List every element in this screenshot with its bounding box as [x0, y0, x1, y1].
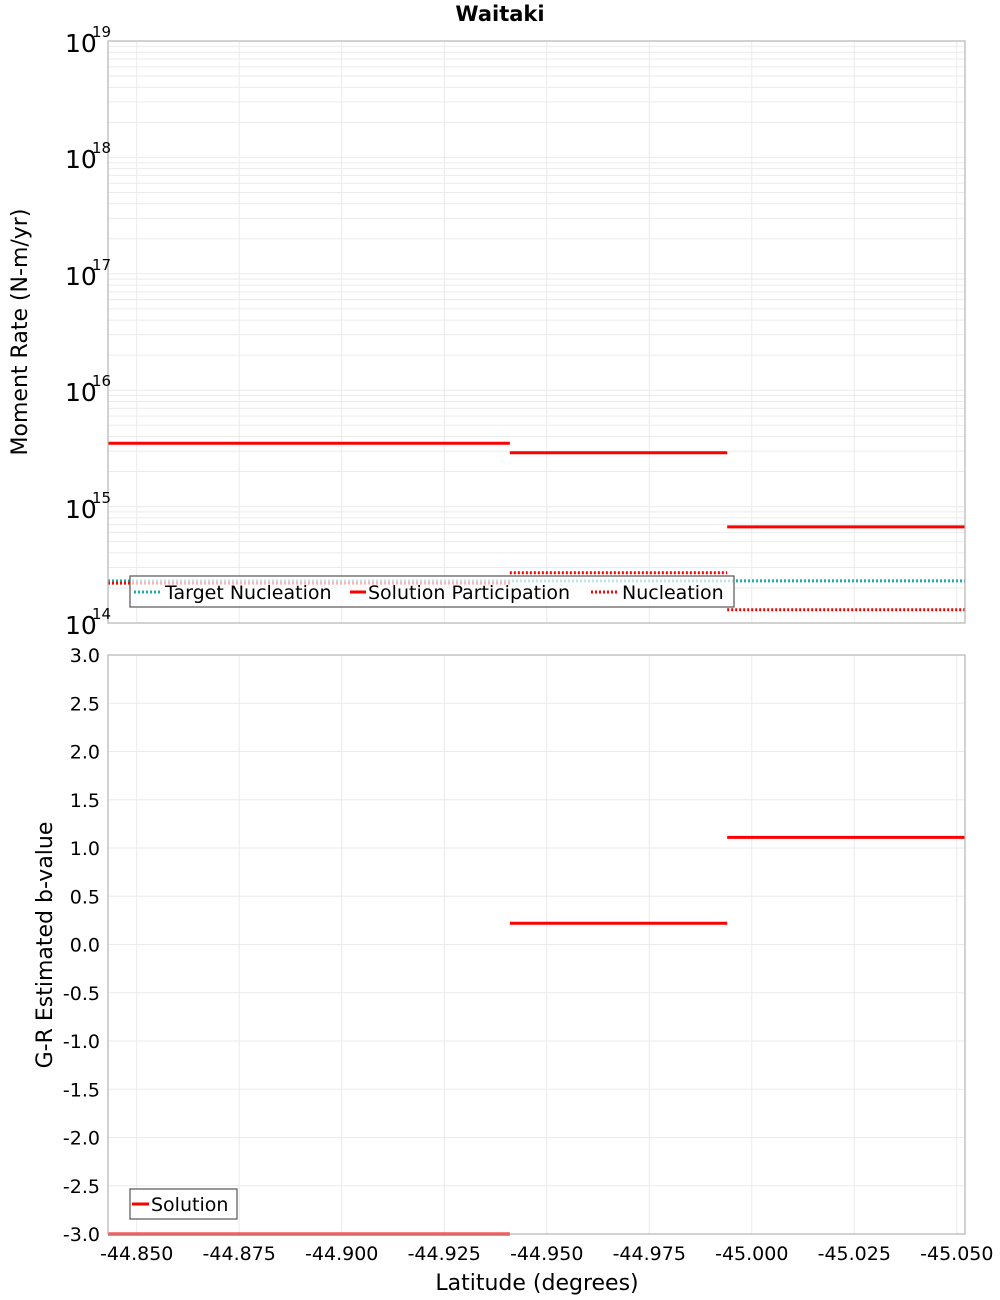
xtick-label: -44.950 — [510, 1243, 583, 1265]
chart-title: Waitaki — [455, 2, 545, 26]
ytick-label: -0.5 — [63, 983, 100, 1005]
ytick-exp: 16 — [92, 372, 111, 390]
ytick-label: 2.5 — [70, 693, 100, 715]
ytick-exp: 14 — [92, 605, 111, 623]
bottom-legend: Solution — [129, 1188, 238, 1220]
bottom-ylabel: G-R Estimated b-value — [33, 822, 58, 1069]
ytick-base: 10 — [65, 262, 97, 291]
top-legend: Target Nucleation Solution Participation… — [129, 575, 735, 608]
xtick-label: -44.900 — [305, 1243, 378, 1265]
legend-solution-participation-label: Solution Participation — [368, 582, 570, 604]
ytick-exp: 18 — [92, 139, 111, 157]
top-yticks: 10 19 10 18 10 17 10 16 10 15 10 14 — [65, 23, 111, 640]
bottom-plot-frame — [107, 654, 966, 1235]
xlabel: Latitude (degrees) — [435, 1271, 638, 1296]
xticks: -44.850 -44.875 -44.900 -44.925 -44.950 -44.9… — [100, 1243, 993, 1265]
ytick-label: 1.0 — [70, 838, 100, 860]
top-plot-frame — [107, 40, 966, 624]
xtick-label: -45.050 — [920, 1243, 993, 1265]
ytick-label: -1.5 — [63, 1079, 100, 1101]
ytick-base: 10 — [65, 378, 97, 407]
xtick-label: -44.850 — [100, 1243, 173, 1265]
xtick-label: -45.000 — [715, 1243, 788, 1265]
ytick-base: 10 — [65, 611, 97, 640]
ytick-label: -2.5 — [63, 1176, 100, 1198]
bottom-plot: Solution 3.0 2.5 2.0 1.5 1.0 0.5 0.0 -0.5 -1.0 -1… — [33, 645, 993, 1296]
legend-nucleation-label: Nucleation — [622, 582, 724, 604]
xtick-label: -45.025 — [818, 1243, 891, 1265]
ytick-exp: 19 — [92, 23, 111, 41]
top-plot-area — [108, 41, 965, 623]
legend-solution-label: Solution — [151, 1194, 228, 1216]
top-legend-box — [129, 575, 735, 608]
ytick-base: 10 — [65, 145, 97, 174]
ytick-label: -2.0 — [63, 1128, 100, 1150]
legend-target-nucleation-label: Target Nucleation — [164, 582, 332, 604]
ytick-exp: 17 — [92, 256, 111, 274]
ytick-base: 10 — [65, 29, 97, 58]
xtick-label: -44.975 — [613, 1243, 686, 1265]
ytick-label: 0.0 — [70, 935, 100, 957]
ytick-base: 10 — [65, 495, 97, 524]
xtick-label: -44.925 — [408, 1243, 481, 1265]
ytick-label: 0.5 — [70, 886, 100, 908]
ytick-exp: 15 — [92, 489, 111, 507]
ytick-label: 2.0 — [70, 742, 100, 764]
top-plot: Target Nucleation Solution Participation… — [8, 23, 966, 640]
ytick-label: 3.0 — [70, 645, 100, 667]
bottom-yticks: 3.0 2.5 2.0 1.5 1.0 0.5 0.0 -0.5 -1.0 -1.5 -2.0 -2.… — [63, 645, 100, 1246]
ytick-label: 1.5 — [70, 790, 100, 812]
ytick-label: -3.0 — [63, 1224, 100, 1246]
top-ylabel: Moment Rate (N-m/yr) — [8, 209, 33, 456]
xtick-label: -44.875 — [203, 1243, 276, 1265]
ytick-label: -1.0 — [63, 1031, 100, 1053]
